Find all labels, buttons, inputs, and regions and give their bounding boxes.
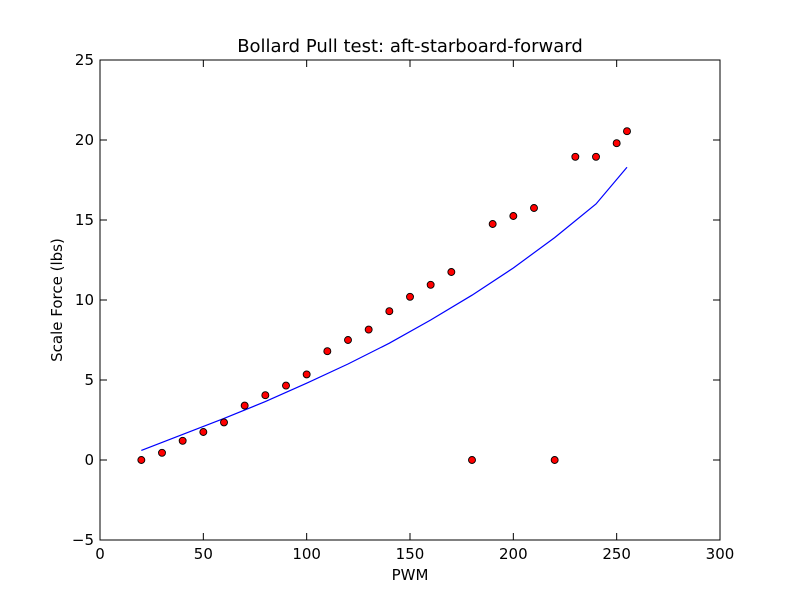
x-axis-label: PWM <box>392 566 429 584</box>
data-point <box>137 456 146 464</box>
data-point <box>530 204 538 212</box>
x-tick-label: 250 <box>602 545 631 563</box>
y-tick-label: −5 <box>72 531 94 549</box>
x-tick-label: 0 <box>95 545 105 563</box>
data-point <box>199 428 208 436</box>
data-point <box>302 370 311 379</box>
data-point <box>509 212 518 220</box>
data-point <box>488 220 497 228</box>
x-tick-label: 200 <box>499 545 528 563</box>
data-point <box>178 436 187 445</box>
data-point <box>344 336 352 344</box>
data-point <box>240 401 249 410</box>
data-point <box>468 456 476 464</box>
data-points-layer <box>137 127 631 464</box>
y-tick-label: 5 <box>84 371 94 389</box>
data-point <box>282 381 290 390</box>
y-tick-label: 0 <box>84 451 94 469</box>
data-point <box>406 292 414 301</box>
fit-curve-layer <box>141 166 628 451</box>
fit-curve <box>141 166 628 451</box>
data-point <box>623 127 631 136</box>
y-tick-label: 10 <box>75 291 94 309</box>
x-tick-label: 300 <box>706 545 735 563</box>
y-axis-label: Scale Force (lbs) <box>48 238 66 362</box>
data-point <box>592 152 600 161</box>
data-point <box>220 418 228 427</box>
data-point <box>323 347 332 356</box>
data-point <box>158 448 166 457</box>
x-tick-label: 150 <box>396 545 425 563</box>
data-point <box>612 139 621 148</box>
chart-title: Bollard Pull test: aft-starboard-forward <box>237 36 583 57</box>
data-point <box>261 391 270 400</box>
x-tick-label: 50 <box>194 545 213 563</box>
y-tick-label: 15 <box>75 211 94 229</box>
data-point <box>447 268 456 276</box>
data-point <box>364 325 373 334</box>
data-point <box>385 307 394 316</box>
y-tick-label: 25 <box>75 51 94 69</box>
data-point <box>550 456 559 464</box>
y-tick-label: 20 <box>75 131 94 149</box>
x-tick-label: 100 <box>292 545 321 563</box>
data-point <box>571 152 580 161</box>
data-point <box>426 280 435 289</box>
